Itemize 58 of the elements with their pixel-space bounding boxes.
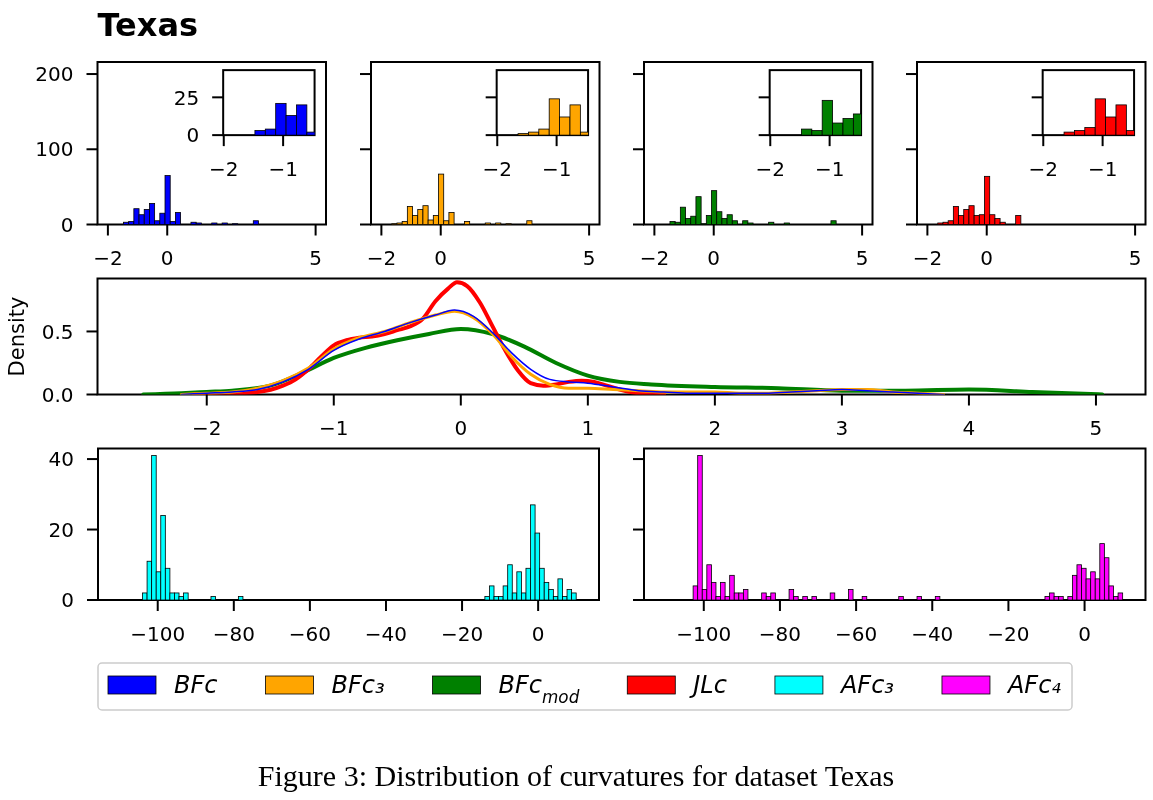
x-tick-label: −20: [440, 621, 484, 646]
y-tick-label: 0.5: [41, 319, 74, 344]
x-tick-label: −1: [319, 416, 349, 440]
x-tick-label: −2: [93, 246, 123, 270]
y-tick-label: 25: [173, 85, 200, 110]
x-tick-label: −60: [834, 621, 878, 646]
x-tick-label: 3: [835, 416, 849, 440]
legend-label: BFc₃: [331, 671, 385, 699]
x-tick-label: 5: [309, 246, 322, 270]
x-tick-label: −20: [987, 621, 1030, 646]
x-tick-label: 5: [1089, 416, 1103, 440]
x-tick-label: 0: [454, 416, 468, 440]
x-tick-label: −1: [814, 156, 845, 181]
x-tick-label: 0: [980, 246, 994, 270]
x-tick-label: −100: [130, 621, 186, 646]
caption: Figure 3: Distribution of curvatures for dataset Texas: [257, 759, 895, 792]
x-tick-label: −2: [192, 416, 222, 440]
x-tick-label: 0: [531, 621, 545, 646]
x-tick-label: 5: [855, 246, 869, 270]
legend-label: BFc: [174, 671, 218, 699]
x-tick-label: −60: [288, 621, 331, 646]
x-tick-label: −80: [212, 621, 255, 646]
y-tick-label: 40: [48, 447, 74, 472]
x-tick-label: 5: [1128, 246, 1142, 270]
x-tick-label: 0: [160, 246, 174, 270]
x-tick-label: −2: [209, 156, 239, 181]
legend-label: AFc₄: [1005, 671, 1062, 699]
x-tick-label: −1: [1087, 156, 1118, 181]
x-tick-label: −2: [639, 246, 670, 270]
legend-label: BFc$_{mod}$: [498, 671, 580, 707]
x-tick-label: 1: [581, 416, 595, 440]
y-tick-label: 200: [35, 62, 74, 87]
y-tick-label: 0: [61, 588, 74, 613]
x-tick-label: −80: [758, 621, 802, 646]
x-tick-label: −1: [541, 156, 572, 181]
x-tick-label: −2: [366, 246, 397, 270]
x-tick-label: −40: [364, 621, 408, 646]
x-tick-label: 5: [582, 246, 596, 270]
y-tick-label: 20: [48, 517, 74, 542]
x-tick-label: 0: [707, 246, 721, 270]
x-tick-label: −1: [268, 156, 298, 181]
x-tick-label: 4: [962, 416, 976, 440]
chart-title: Texas: [97, 6, 199, 44]
x-tick-label: −2: [1028, 156, 1059, 181]
legend-label: AFc₃: [838, 671, 894, 699]
x-tick-label: −2: [482, 156, 513, 181]
y-tick-label: 0: [60, 212, 74, 237]
y-axis-title: Density: [4, 296, 29, 377]
x-tick-label: 0: [434, 246, 448, 270]
x-tick-label: 0: [1078, 621, 1091, 646]
x-tick-label: −2: [912, 246, 943, 270]
y-tick-label: 100: [35, 137, 74, 162]
x-tick-label: 2: [708, 416, 722, 440]
x-tick-label: −2: [755, 156, 786, 181]
x-tick-label: −100: [676, 621, 732, 646]
legend-label: JLc: [689, 671, 727, 699]
x-tick-label: −40: [911, 621, 954, 646]
y-tick-label: 0.0: [41, 382, 74, 407]
